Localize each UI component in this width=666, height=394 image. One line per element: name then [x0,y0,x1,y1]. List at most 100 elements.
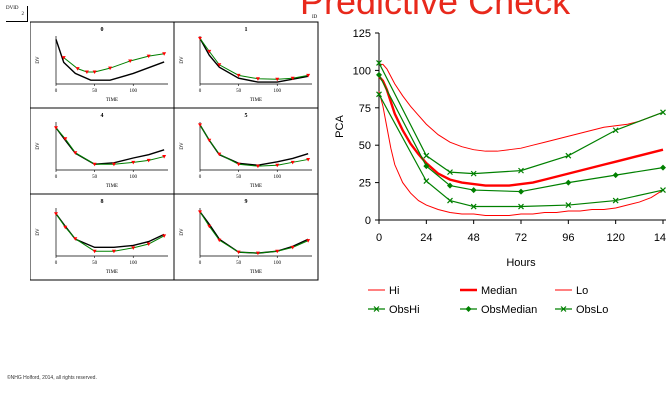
panel-cell [30,21,175,109]
panel-x-tick-label: 0 [55,89,58,94]
legend-obsmedian-label: ObsMedian [481,304,537,316]
panel-x-tick-label: 0 [199,261,202,266]
legend-obslo-marker [560,306,567,312]
panel-observed-point [236,250,241,255]
panel-observed-point [92,162,97,167]
series-hi-line [379,63,664,152]
panel-observed-point [146,242,151,246]
panel-observed-point [63,225,68,230]
x-tick-label: 0 [376,232,382,244]
series-obsmedian-point [612,172,619,179]
panel-label: 9 [245,199,248,205]
panel-observed-point [146,158,151,163]
y-tick-label: 25 [359,178,371,190]
panel-observed-point [198,123,202,127]
x-tick-label: 72 [515,232,527,244]
panel-label: 1 [245,27,248,33]
panel-observed-point [111,249,116,254]
series-obshi-point [660,109,666,116]
series-obsmedian-point [565,179,572,186]
panel-observed-point [198,210,202,214]
series-obslo-point [565,202,572,208]
legend-obshi-label: ObsHi [389,304,420,316]
panel-observed-point [255,77,260,81]
series-obslo-point [518,203,524,210]
series-obshi-point [612,127,619,134]
panel-observed-point [275,77,280,82]
panel-observed-point [131,160,136,165]
panel-cell [173,21,319,109]
y-axis-label: PCA [334,115,346,138]
y-tick-label: 100 [353,65,371,77]
panel-observed-point [108,66,113,71]
panel-observed-point [207,138,212,143]
y-tick-label: 75 [359,103,371,115]
series-obslo-point [376,91,382,98]
panel-model-line [199,38,309,83]
x-tick-label: 120 [606,232,624,244]
panel-x-axis-label: TIME [250,270,262,275]
panel-x-tick-label: 50 [92,261,98,266]
panel-x-axis-label: TIME [250,98,262,103]
panel-observed-line [55,127,165,165]
panel-x-tick-label: 0 [199,89,202,94]
predictive-check-chart: 0 25 50 75 100 125 0 24 48 72 96 120 144 Hours PCA Hi Me… [334,28,666,316]
panel-observed-point [162,155,167,159]
panel-x-tick-label: 50 [236,261,242,266]
panel-observed-point [255,164,260,169]
series-obsmedian-point [376,71,382,78]
copyright-notice: ©NHG Holford, 2014, all rights reserved. [7,375,97,381]
panel-observed-point [131,246,136,250]
panel-observed-point [61,56,66,60]
panel-observed-point [54,126,58,130]
panel-model-line [55,127,165,165]
panel-observed-point [146,54,151,59]
series-obsmedian-point [447,182,453,189]
panel-observed-point [290,160,295,165]
panel-x-tick-label: 100 [129,175,137,180]
panel-observed-point [207,49,212,54]
panel-y-axis-label: DV [36,142,41,150]
panel-observed-point [217,238,222,243]
panel-y-axis-label: DV [180,56,185,64]
panel-observed-point [306,73,311,78]
panel-cell [30,107,175,195]
panel-y-axis-label: DV [36,56,41,64]
series-obslo-point [447,197,453,204]
legend-obslo-label: ObsLo [576,304,608,316]
panel-observed-line [199,211,309,254]
x-tick-label: 48 [468,232,480,244]
panel-observed-point [92,249,97,254]
series-obshi-point [565,152,572,159]
series-obsmedian-point [470,187,477,194]
panel-observed-point [290,245,295,250]
panel-observed-point [290,76,295,81]
panel-x-tick-label: 50 [92,175,98,180]
panel-observed-point [75,67,80,71]
series-obsmedian-line [378,74,664,193]
panel-label: 8 [101,199,104,205]
panel-observed-point [92,70,97,74]
panel-cell [173,193,319,281]
panel-cell [30,193,175,281]
series-obshi-point [376,59,382,66]
legend-obshi-marker [373,306,380,312]
x-axis-label: Hours [506,257,536,269]
panel-observed-point [162,234,167,238]
panel-x-tick-label: 50 [92,89,98,94]
dvid-label: DVID [6,6,19,11]
panel-observed-point [111,162,116,167]
panel-y-axis-label: DV [180,228,185,236]
panel-observed-point [162,52,167,56]
series-obshi-point [423,152,430,159]
series-obsmedian-point [518,188,524,195]
panel-x-tick-label: 0 [55,261,58,266]
panel-observed-point [63,137,68,141]
series-median-line [378,75,664,187]
series-obslo-line [378,94,664,208]
x-tick-label: 24 [420,232,432,244]
legend-lo-label: Lo [576,285,588,297]
x-tick-label: 144 [654,232,666,244]
dvid-value: 2 [21,12,25,17]
